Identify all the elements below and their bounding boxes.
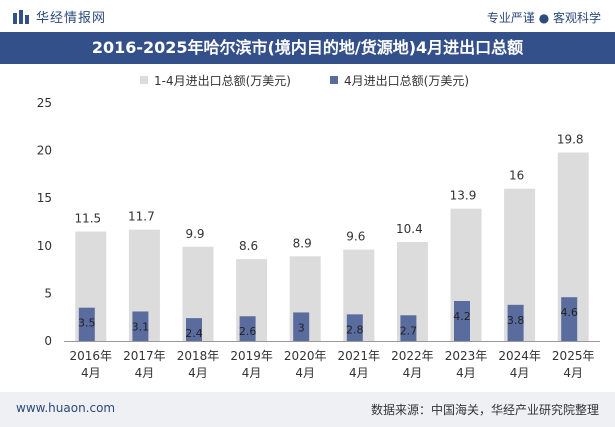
bar-april xyxy=(507,304,524,341)
x-tick-label: 2020年 xyxy=(284,349,327,363)
slogan: 专业严谨 ● 客观科学 xyxy=(486,11,601,25)
data-label-total: 10.4 xyxy=(396,222,423,236)
legend-label-1: 1-4月进出口总额(万美元) xyxy=(154,74,291,88)
data-label-total: 19.8 xyxy=(557,133,584,147)
legend: 1-4月进出口总额(万美元) 4月进出口总额(万美元) xyxy=(140,74,469,88)
bar-april xyxy=(293,312,310,341)
data-label-total: 8.9 xyxy=(293,236,312,250)
x-tick-label: 4月 xyxy=(510,366,530,380)
x-tick-label: 2024年 xyxy=(498,349,541,363)
bar-april xyxy=(346,314,363,341)
data-label-total: 8.6 xyxy=(239,239,258,253)
legend-swatch-1 xyxy=(140,76,148,84)
y-tick-label: 0 xyxy=(44,334,52,348)
chart-title: 2016-2025年哈尔滨市(境内目的地/货源地)4月进出口总额 xyxy=(91,38,524,57)
x-tick-label: 4月 xyxy=(135,366,155,380)
x-tick-label: 4月 xyxy=(349,366,369,380)
legend-label-2: 4月进出口总额(万美元) xyxy=(344,74,469,88)
top-bar: 华经情报网 专业严谨 ● 客观科学 xyxy=(0,0,615,32)
data-label-april: 3 xyxy=(298,321,305,334)
data-label-april: 2.6 xyxy=(239,325,257,338)
y-tick-label: 25 xyxy=(37,96,52,110)
x-tick-label: 2018年 xyxy=(177,349,220,363)
data-label-april: 2.4 xyxy=(185,327,203,340)
x-tick-label: 4月 xyxy=(403,366,423,380)
data-label-total: 9.9 xyxy=(185,227,204,241)
x-axis: 2016年 4月 2017年 4月 2018年 4月 2019年 4月 2020年 4月 2021年… xyxy=(64,341,600,380)
footer-bar: www.huaon.com 数据来源：中国海关，华经产业研究院整理 xyxy=(0,392,615,427)
bar-april xyxy=(78,307,95,341)
y-tick-label: 10 xyxy=(37,239,52,253)
data-label-total: 16 xyxy=(509,169,524,183)
x-tick-label: 4月 xyxy=(242,366,262,380)
brand: 华经情报网 xyxy=(12,7,106,26)
data-label-total: 11.7 xyxy=(128,210,155,224)
y-tick-label: 15 xyxy=(37,191,52,205)
data-label-total: 11.5 xyxy=(74,212,101,226)
data-label-april: 3.8 xyxy=(507,314,525,327)
x-tick-label: 2021年 xyxy=(338,349,381,363)
legend-swatch-2 xyxy=(330,76,338,84)
x-tick-label: 4月 xyxy=(188,366,208,380)
x-tick-label: 4月 xyxy=(81,366,101,380)
bar-april xyxy=(132,311,149,341)
logo-icon xyxy=(13,9,29,24)
data-label-total: 13.9 xyxy=(450,189,477,203)
data-label-total: 9.6 xyxy=(346,230,365,244)
x-tick-label: 2019年 xyxy=(230,349,273,363)
x-tick-label: 4月 xyxy=(456,366,476,380)
footer-source: 数据来源：中国海关，华经产业研究院整理 xyxy=(370,403,599,417)
x-tick-label: 2022年 xyxy=(391,349,434,363)
x-tick-label: 4月 xyxy=(563,366,583,380)
y-tick-label: 5 xyxy=(44,286,52,300)
y-axis: 0 5 10 15 20 25 xyxy=(37,96,52,348)
x-tick-label: 2025年 xyxy=(552,349,595,363)
data-label-april: 2.7 xyxy=(400,324,418,337)
y-tick-label: 20 xyxy=(37,144,52,158)
footer-url: www.huaon.com xyxy=(16,401,116,415)
x-tick-label: 4月 xyxy=(295,366,315,380)
data-label-april: 2.8 xyxy=(346,323,364,336)
x-tick-label: 2016年 xyxy=(70,349,113,363)
title-bar: 2016-2025年哈尔滨市(境内目的地/货源地)4月进出口总额 xyxy=(0,32,615,64)
bar-april xyxy=(454,301,470,341)
x-tick-label: 2023年 xyxy=(445,349,488,363)
bar-april xyxy=(239,316,256,341)
data-label-april: 3.5 xyxy=(78,317,96,330)
data-label-april: 4.2 xyxy=(453,310,471,323)
data-label-april: 4.6 xyxy=(560,306,578,319)
data-label-april: 3.1 xyxy=(132,320,150,333)
bar-april xyxy=(561,297,578,341)
x-tick-label: 2017年 xyxy=(123,349,166,363)
bars: 11.5 3.5 11.7 3.1 9.9 2.4 8.6 2.6 8.9 3 9.6 2.8 10.4… xyxy=(74,133,589,341)
bar-april xyxy=(400,315,417,341)
bar-april xyxy=(186,318,202,341)
site-name: 华经情报网 xyxy=(36,11,107,26)
chart-area: 1-4月进出口总额(万美元) 4月进出口总额(万美元) 0 5 10 15 20 25 11… xyxy=(37,74,600,380)
